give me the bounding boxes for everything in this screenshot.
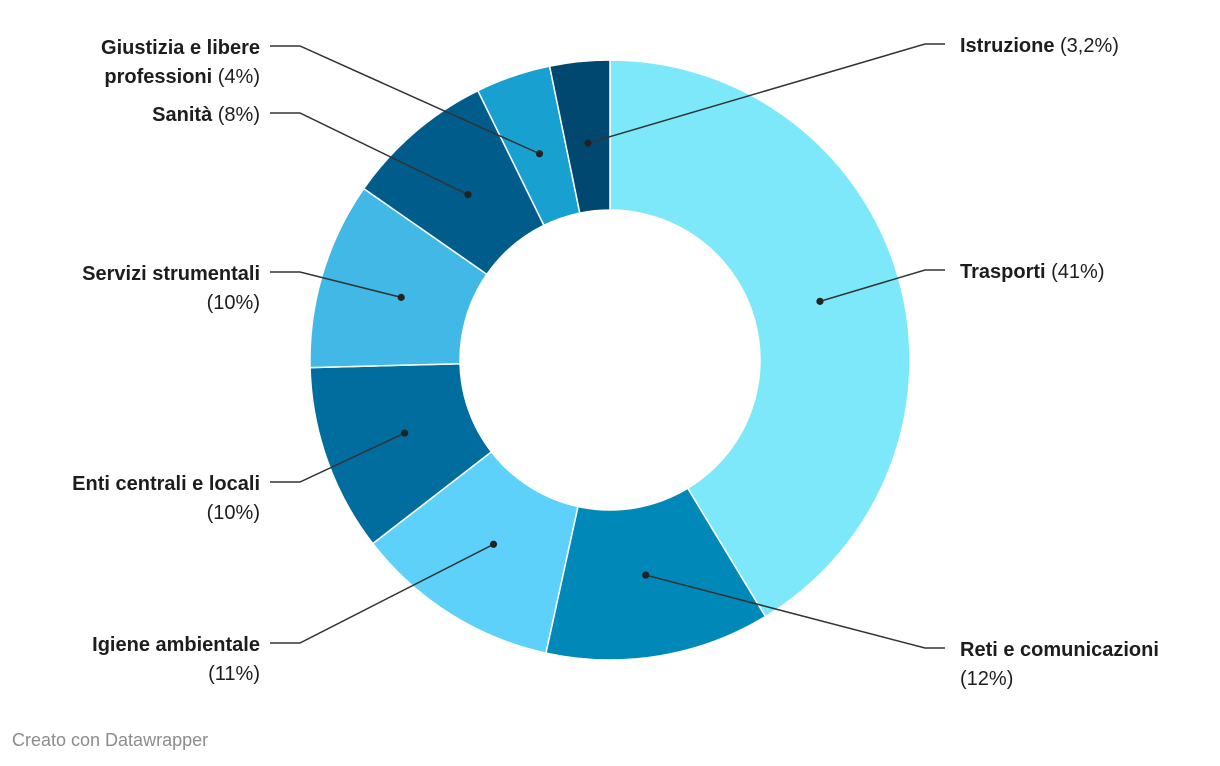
dot-giustizia-e-libere-professioni: [535, 150, 544, 158]
label-giustizia-e-libere-professioni: Giustizia e libere: [101, 37, 260, 59]
labels-group: Trasporti (41%) Reti e comunicazioni (12%)…: [72, 35, 1159, 690]
leader-line-servizi-strumentali: [270, 271, 402, 299]
leader-line-trasporti: [819, 269, 945, 303]
slices-group: [309, 59, 911, 661]
leader-line-istruzione: [587, 43, 945, 144]
leader-line-reti-e-comunicazioni: [645, 574, 945, 649]
label-enti-centrali-e-locali: Enti centrali e locali: [72, 473, 260, 495]
dot-igiene-ambientale: [489, 540, 498, 548]
label-trasporti: Trasporti (41%): [960, 261, 1105, 283]
label-giustizia-e-libere-professioni-line2: professioni (4%): [104, 66, 260, 88]
dot-sanita: [464, 190, 472, 199]
label-servizi-strumentali: Servizi strumentali: [82, 263, 260, 285]
leader-line-giustizia-e-libere-professioni: [270, 45, 540, 155]
dot-reti-e-comunicazioni: [642, 571, 650, 579]
dot-istruzione: [584, 139, 592, 147]
dot-enti-centrali-e-locali: [401, 429, 409, 437]
label-reti-e-comunicazioni-line2: (12%): [960, 668, 1013, 690]
slice-istruzione: [548, 59, 611, 214]
label-servizi-strumentali-line2: (10%): [207, 292, 260, 314]
footer-credit: Creato con Datawrapper: [12, 730, 209, 750]
dot-trasporti: [816, 297, 824, 305]
label-enti-centrali-e-locali-line2: (10%): [207, 502, 260, 524]
label-istruzione: Istruzione (3,2%): [960, 35, 1119, 57]
label-igiene-ambientale-line2: (11%): [208, 663, 260, 685]
leader-line-sanita: [270, 112, 469, 196]
leader-lines-group: [270, 43, 945, 649]
leader-line-enti-centrali-e-locali: [270, 432, 405, 483]
slice-trasporti: [609, 59, 911, 618]
dot-servizi-strumentali: [397, 293, 405, 301]
label-igiene-ambientale: Igiene ambientale: [92, 634, 260, 656]
label-sanita: Sanità (8%): [152, 104, 260, 126]
label-reti-e-comunicazioni: Reti e comunicazioni: [960, 639, 1159, 661]
leader-line-igiene-ambientale: [270, 543, 494, 644]
